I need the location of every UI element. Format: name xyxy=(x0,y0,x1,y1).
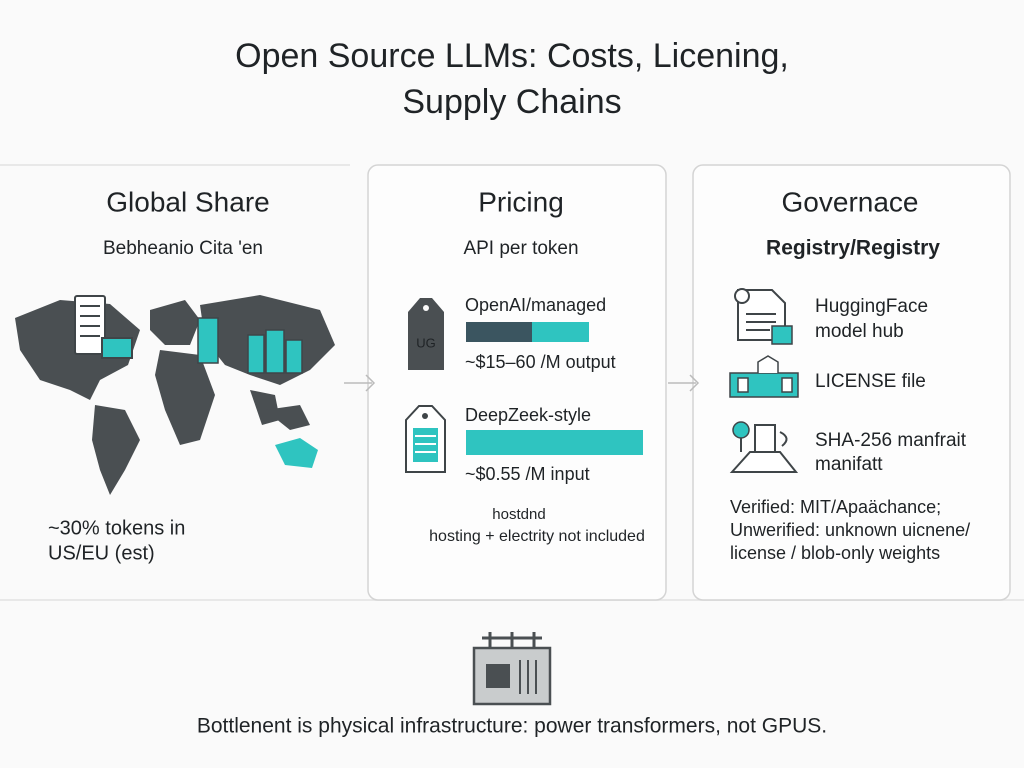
arrow xyxy=(668,374,700,392)
panel-title: Global Share xyxy=(106,186,269,217)
footnote-line: Verified: MIT/Apaächance; xyxy=(730,497,941,517)
panel-subtitle: API per token xyxy=(463,238,578,259)
item-label: model hub xyxy=(815,321,904,342)
arrow xyxy=(344,374,376,392)
item-label: SHA-256 manfrait xyxy=(815,430,967,451)
tag-text: UG xyxy=(416,335,436,350)
hash-icon xyxy=(729,421,799,473)
item-price: ~$0.55 /M input xyxy=(465,464,590,484)
price-tag-icon xyxy=(405,405,446,473)
panel-title: Governace xyxy=(782,186,919,217)
footnote-line: license / blob-only weights xyxy=(730,543,940,563)
license-icon xyxy=(729,355,799,398)
item-price: ~$15–60 /M output xyxy=(465,352,616,372)
footnote-line: hostdnd xyxy=(492,506,545,523)
note-line: US/EU (est) xyxy=(48,542,155,564)
bar-segment xyxy=(532,322,589,342)
item-label: OpenAI/managed xyxy=(465,295,606,315)
item-label: manifatt xyxy=(815,454,883,475)
building-icon xyxy=(197,317,303,374)
title-line: Open Source LLMs: Costs, Licening, xyxy=(235,37,789,75)
item-label: DeepZeek-style xyxy=(465,405,591,425)
item-label: HuggingFace xyxy=(815,296,928,317)
server-icon xyxy=(74,295,133,359)
australia xyxy=(275,438,318,468)
bar-segment xyxy=(466,322,532,342)
panel-title: Pricing xyxy=(478,186,564,217)
price-tag-icon xyxy=(408,298,444,370)
footnote-line: hosting + electrity not included xyxy=(429,528,645,545)
panel-subtitle: Registry/Registry xyxy=(766,237,940,260)
document-icon xyxy=(734,288,793,345)
title-line: Supply Chains xyxy=(402,83,621,121)
panel-subtitle: Bebheanio Cita 'en xyxy=(103,238,263,259)
note-line: ~30% tokens in xyxy=(48,517,185,539)
footer-text: Bottlenent is physical infrastructure: p… xyxy=(197,715,827,738)
item-label: LICENSE file xyxy=(815,371,926,392)
bar xyxy=(466,430,643,455)
transformer-icon xyxy=(472,632,552,706)
footnote-line: Unwerified: unknown uicnene/ xyxy=(730,520,970,540)
